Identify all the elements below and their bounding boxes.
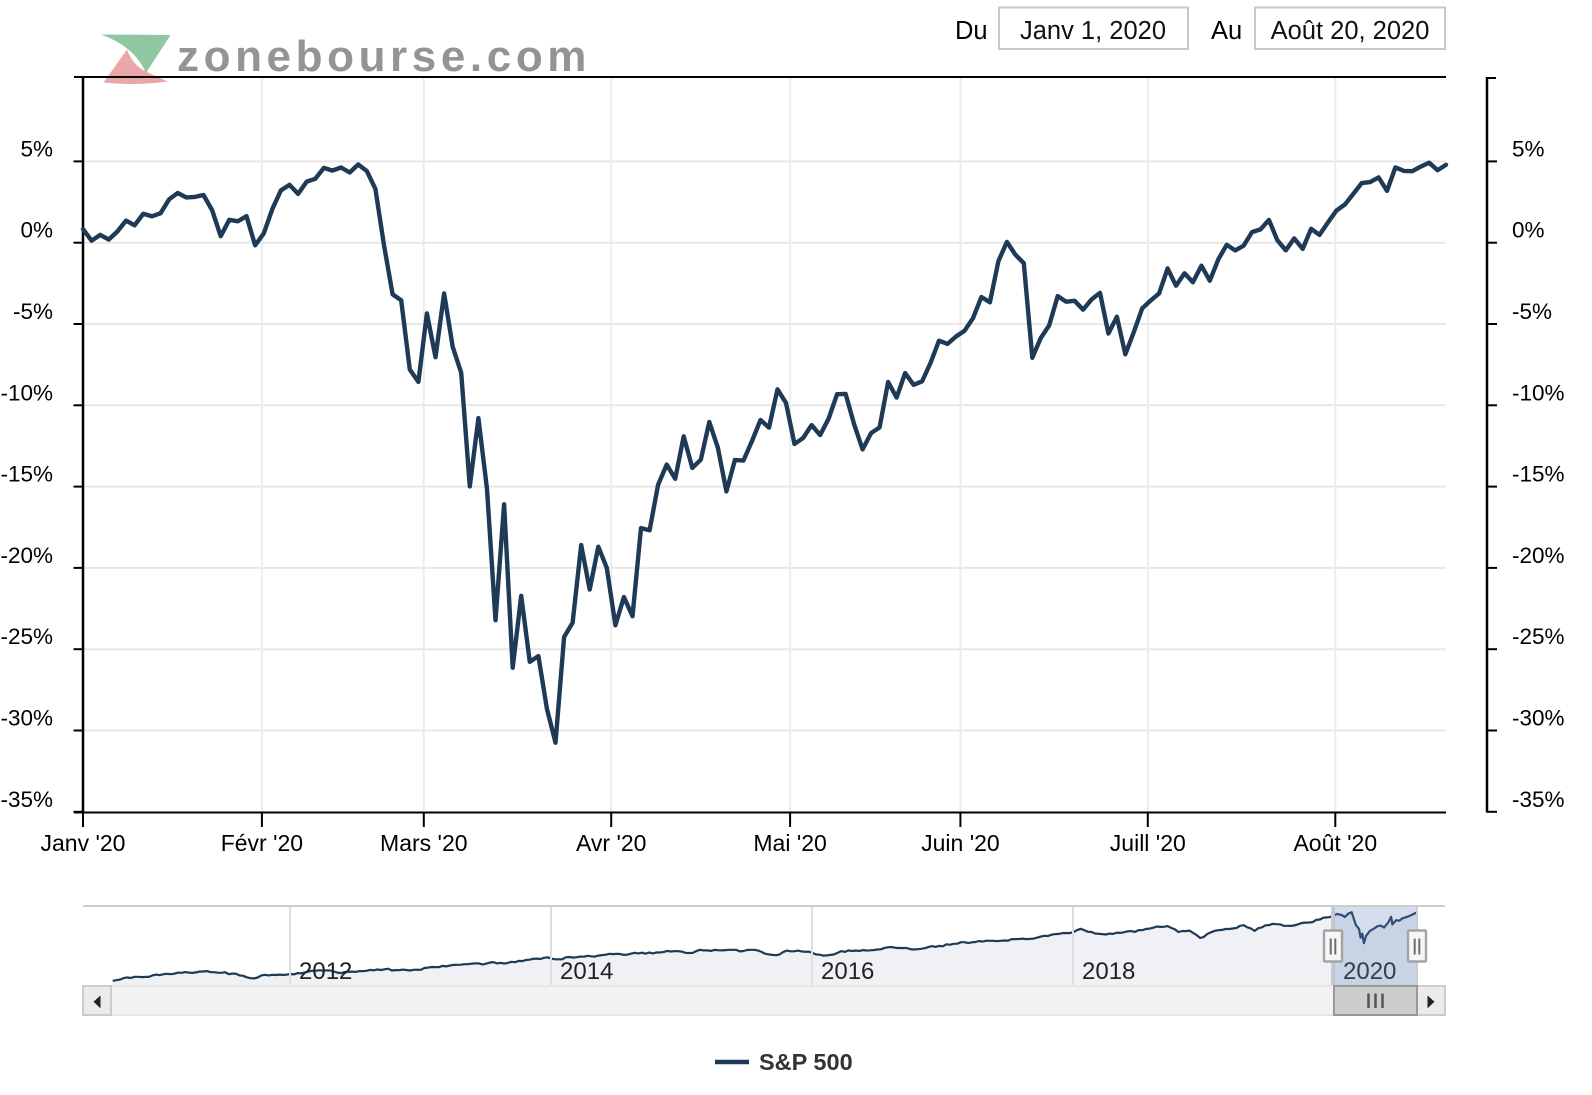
- svg-text:-5%: -5%: [13, 299, 53, 324]
- svg-text:Avr '20: Avr '20: [576, 830, 646, 856]
- svg-text:Août '20: Août '20: [1293, 830, 1377, 856]
- svg-text:Du: Du: [955, 17, 988, 45]
- svg-text:S&P 500: S&P 500: [759, 1049, 853, 1075]
- svg-text:-25%: -25%: [0, 624, 53, 649]
- svg-text:5%: 5%: [20, 136, 53, 161]
- svg-text:2016: 2016: [821, 958, 874, 985]
- svg-text:2020: 2020: [1343, 958, 1396, 985]
- svg-text:2018: 2018: [1082, 958, 1135, 985]
- svg-text:-15%: -15%: [0, 462, 53, 487]
- svg-text:Juill '20: Juill '20: [1110, 830, 1186, 856]
- svg-text:Janv 1, 2020: Janv 1, 2020: [1020, 17, 1166, 45]
- svg-text:-35%: -35%: [1512, 787, 1565, 812]
- svg-text:2014: 2014: [560, 958, 613, 985]
- svg-text:2012: 2012: [299, 958, 352, 985]
- svg-text:Mars '20: Mars '20: [380, 830, 467, 856]
- svg-text:0%: 0%: [1512, 218, 1545, 243]
- svg-text:-25%: -25%: [1512, 624, 1565, 649]
- svg-text:Au: Au: [1211, 17, 1242, 45]
- svg-text:-5%: -5%: [1512, 299, 1552, 324]
- svg-text:Août 20, 2020: Août 20, 2020: [1271, 17, 1430, 45]
- svg-text:-30%: -30%: [0, 706, 53, 731]
- svg-text:zonebourse.com: zonebourse.com: [177, 32, 591, 81]
- svg-text:Févr '20: Févr '20: [221, 830, 303, 856]
- svg-text:-10%: -10%: [1512, 380, 1565, 405]
- svg-text:-20%: -20%: [1512, 543, 1565, 568]
- svg-text:-20%: -20%: [0, 543, 53, 568]
- svg-text:Janv '20: Janv '20: [41, 830, 126, 856]
- svg-text:-10%: -10%: [0, 380, 53, 405]
- svg-text:5%: 5%: [1512, 136, 1545, 161]
- svg-text:-15%: -15%: [1512, 462, 1565, 487]
- svg-text:0%: 0%: [20, 218, 53, 243]
- svg-text:-35%: -35%: [0, 787, 53, 812]
- svg-text:Juin '20: Juin '20: [921, 830, 1000, 856]
- svg-text:-30%: -30%: [1512, 706, 1565, 731]
- svg-text:Mai '20: Mai '20: [753, 830, 826, 856]
